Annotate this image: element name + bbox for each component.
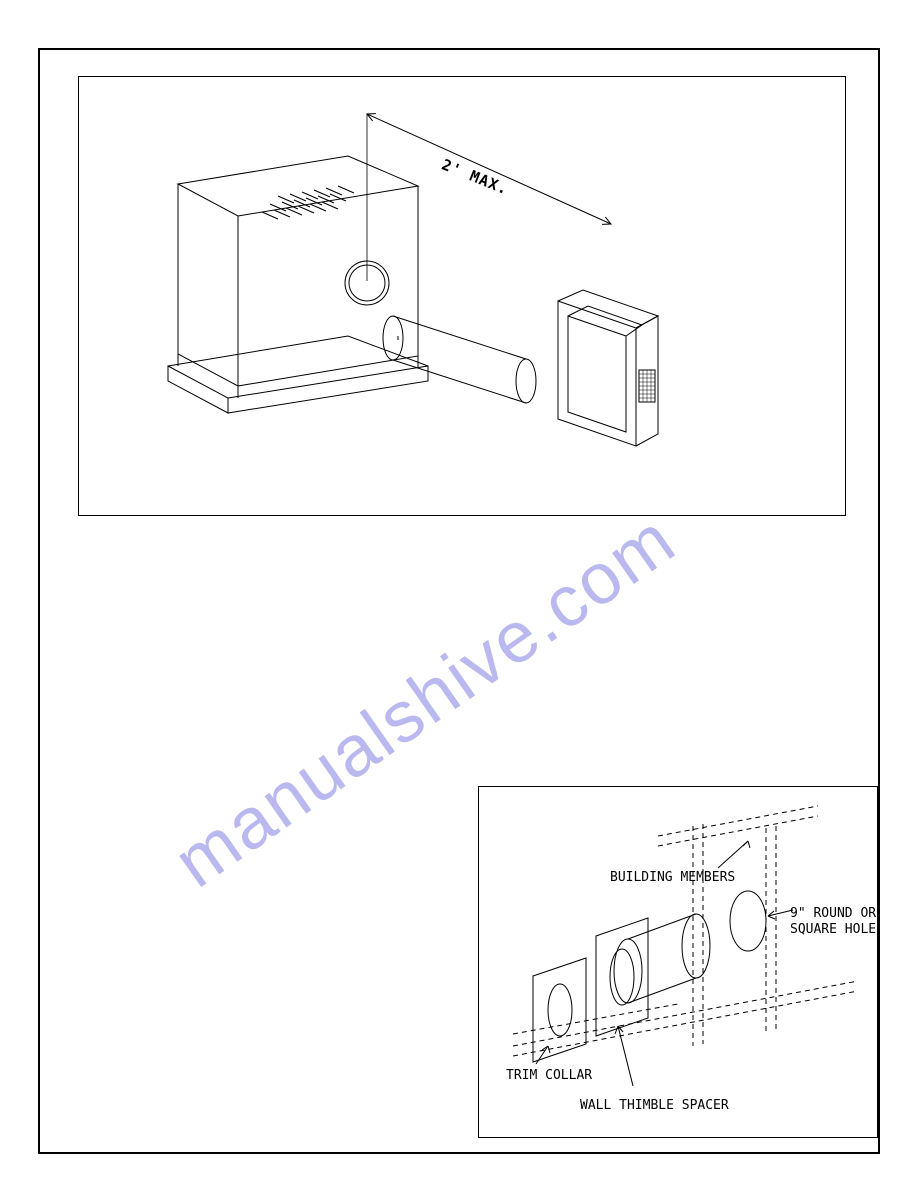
label-building-members: BUILDING MEMBERS [610, 870, 735, 885]
label-wall-thimble: WALL THIMBLE SPACER [580, 1098, 729, 1113]
figure2-svg [478, 786, 878, 1138]
figure1-svg [78, 76, 846, 516]
label-trim-collar: TRIM COLLAR [506, 1068, 592, 1083]
label-hole-1: 9" ROUND OR [790, 906, 876, 921]
label-hole-2: SQUARE HOLE [790, 922, 876, 937]
